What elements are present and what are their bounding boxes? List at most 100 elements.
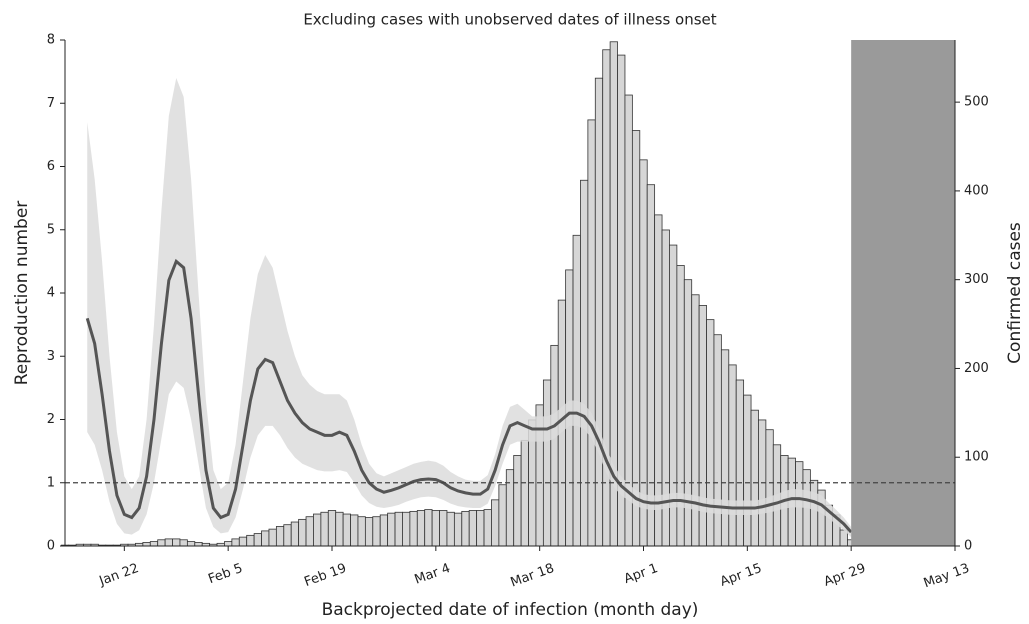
bar: [728, 364, 737, 547]
bar: [594, 77, 604, 547]
bar: [246, 534, 255, 547]
x-tick-label: Feb 19: [302, 561, 348, 590]
y-tick-label: 1: [47, 475, 55, 490]
bar: [624, 94, 633, 547]
bar: [298, 518, 307, 547]
bar: [409, 510, 418, 547]
bar: [424, 509, 433, 547]
y2-tick-label: 400: [964, 183, 989, 198]
x-tick-label: Apr 1: [622, 561, 660, 587]
bar: [735, 379, 745, 547]
y2-tick-label: 200: [964, 361, 989, 376]
bar: [149, 541, 159, 547]
bar: [350, 514, 359, 547]
bar: [268, 528, 277, 547]
bar: [505, 469, 515, 547]
bar: [231, 538, 240, 547]
bar: [587, 119, 596, 547]
y-tick-label: 4: [47, 286, 55, 301]
bar: [468, 510, 478, 547]
shaded-region: [851, 40, 955, 546]
bar: [483, 509, 492, 547]
bar: [253, 533, 262, 547]
bar: [550, 344, 559, 547]
y-tick-label: 6: [47, 159, 55, 174]
y2-axis-title: Confirmed cases: [1005, 222, 1025, 364]
y-tick-label: 8: [47, 33, 55, 48]
bar: [261, 530, 270, 547]
line: [85, 258, 853, 534]
bar: [320, 511, 329, 547]
bar: [809, 479, 819, 547]
bar: [631, 130, 641, 547]
bar: [364, 517, 374, 547]
bar: [520, 439, 529, 547]
bar: [491, 499, 500, 547]
bar: [498, 484, 507, 547]
bar: [713, 334, 722, 547]
bar: [372, 516, 381, 547]
bar: [379, 514, 389, 547]
chart-title: Excluding cases with unobserved dates of…: [303, 11, 716, 29]
bar: [224, 541, 233, 547]
x-tick-label: Mar 4: [413, 561, 453, 588]
bar: [720, 349, 730, 547]
bar: [275, 526, 285, 547]
x-tick-label: May 13: [922, 561, 972, 591]
bar: [164, 538, 173, 547]
x-axis-title: Backprojected date of infection (month d…: [322, 600, 699, 620]
y-axis-title: Reproduction number: [12, 201, 32, 386]
y2-tick-label: 0: [964, 539, 972, 554]
bar: [194, 542, 203, 547]
x-tick-label: Mar 18: [509, 561, 557, 591]
bar: [416, 510, 426, 547]
bar: [394, 511, 403, 547]
x-tick-label: Jan 22: [97, 561, 141, 589]
bar: [387, 512, 396, 547]
bar: [327, 510, 337, 547]
bar: [186, 541, 196, 547]
bar: [305, 516, 314, 547]
bar: [290, 521, 300, 547]
y-tick-label: 3: [47, 349, 55, 364]
bar: [172, 538, 181, 547]
bar: [646, 184, 656, 547]
bar: [453, 512, 463, 547]
bar: [439, 510, 448, 547]
bar: [476, 510, 485, 547]
bar: [357, 516, 366, 547]
bar: [765, 429, 774, 547]
bar: [402, 511, 411, 547]
y-tick-label: 5: [47, 222, 55, 237]
y-tick-label: 7: [47, 96, 55, 111]
bar: [342, 513, 351, 547]
bar: [513, 455, 522, 547]
x-tick-label: Apr 15: [718, 561, 764, 590]
bar: [580, 179, 589, 547]
y2-tick-label: 300: [964, 272, 989, 287]
bar: [179, 539, 188, 547]
y-tick-label: 2: [47, 412, 55, 427]
y-tick-label: 0: [47, 539, 55, 554]
x-tick-label: Apr 29: [822, 561, 868, 590]
bar: [313, 513, 322, 547]
bar: [446, 511, 455, 547]
bar: [572, 234, 581, 547]
y2-tick-label: 500: [964, 95, 989, 110]
bar: [157, 539, 166, 547]
bar: [431, 510, 440, 547]
bar: [142, 542, 151, 547]
interval-band: [87, 77, 852, 538]
bar: [461, 510, 470, 547]
bar: [542, 379, 552, 547]
x-tick-label: Feb 5: [206, 561, 244, 587]
y2-tick-label: 100: [964, 450, 989, 465]
bar: [283, 524, 292, 547]
bar: [743, 394, 752, 547]
bar: [238, 536, 248, 547]
bar: [750, 409, 759, 547]
bar: [639, 159, 648, 547]
bar: [617, 54, 626, 547]
bar: [335, 511, 344, 547]
